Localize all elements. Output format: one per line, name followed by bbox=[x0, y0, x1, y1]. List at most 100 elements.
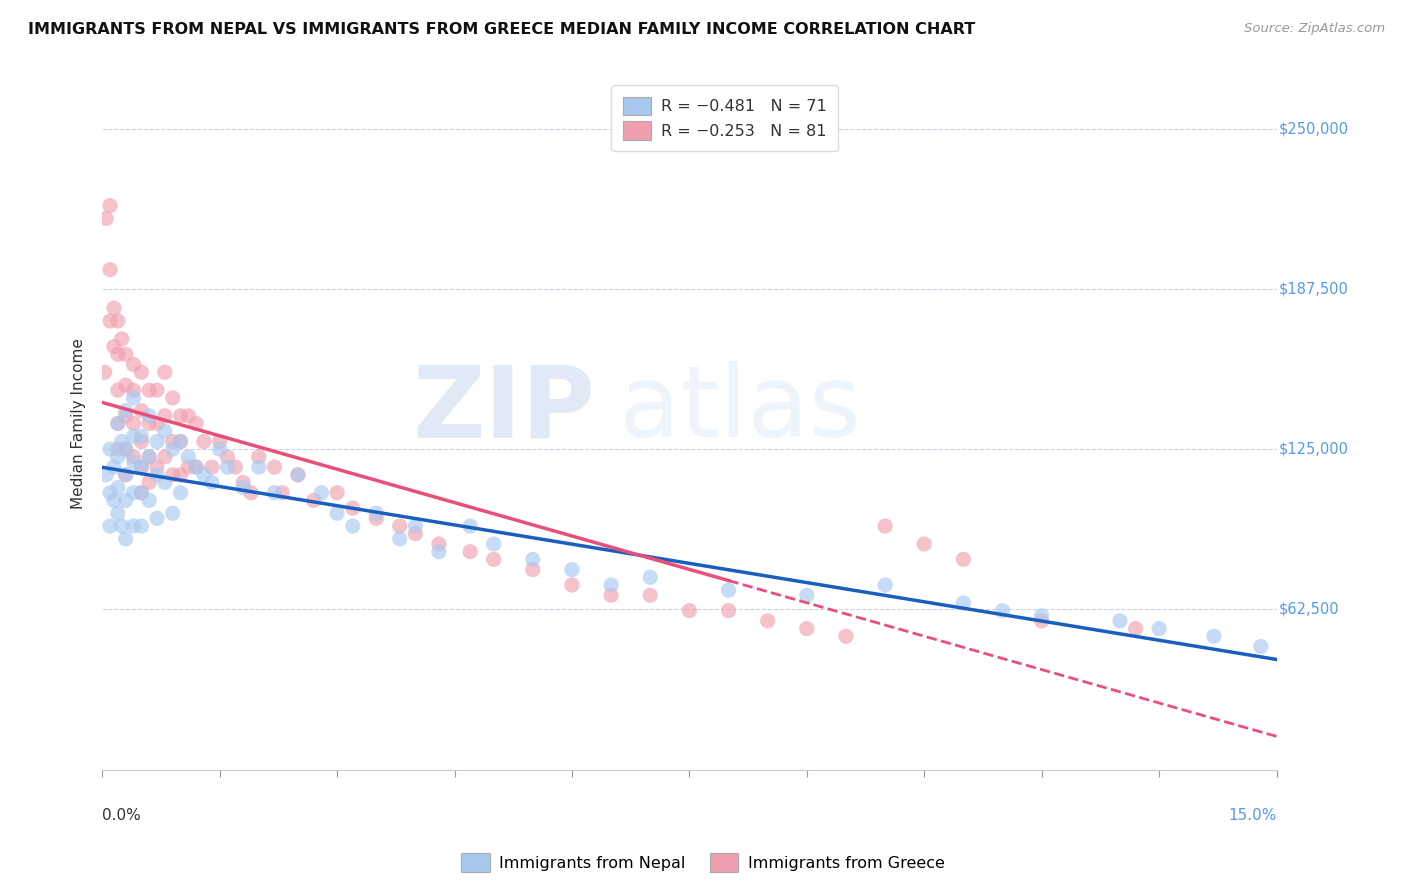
Point bbox=[232, 481, 254, 495]
Text: $187,500: $187,500 bbox=[1279, 282, 1348, 296]
Text: 15.0%: 15.0% bbox=[1227, 808, 1277, 823]
Point bbox=[153, 409, 176, 423]
Point bbox=[131, 365, 153, 379]
Legend: R = −0.481   N = 71, R = −0.253   N = 81: R = −0.481 N = 71, R = −0.253 N = 81 bbox=[612, 86, 838, 151]
Point bbox=[224, 460, 246, 475]
Point bbox=[107, 314, 129, 328]
Point bbox=[122, 485, 145, 500]
Text: atlas: atlas bbox=[619, 361, 860, 458]
Point bbox=[162, 442, 184, 457]
Point bbox=[232, 475, 254, 490]
Point bbox=[404, 519, 426, 533]
Point bbox=[146, 383, 169, 397]
Point bbox=[146, 460, 169, 475]
Point bbox=[138, 383, 160, 397]
Point bbox=[991, 604, 1014, 618]
Point bbox=[482, 537, 505, 551]
Point bbox=[912, 537, 935, 551]
Point bbox=[177, 450, 200, 464]
Point bbox=[311, 485, 333, 500]
Y-axis label: Median Family Income: Median Family Income bbox=[72, 338, 86, 509]
Point bbox=[111, 434, 134, 449]
Point bbox=[122, 455, 145, 469]
Point bbox=[153, 450, 176, 464]
Point bbox=[131, 460, 153, 475]
Point bbox=[458, 544, 481, 558]
Point bbox=[162, 434, 184, 449]
Point bbox=[796, 622, 818, 636]
Point bbox=[138, 409, 160, 423]
Point bbox=[638, 588, 661, 602]
Point bbox=[287, 467, 309, 482]
Point bbox=[94, 211, 117, 226]
Point bbox=[302, 493, 325, 508]
Point bbox=[98, 519, 121, 533]
Point bbox=[1109, 614, 1132, 628]
Point bbox=[114, 532, 136, 546]
Point bbox=[131, 403, 153, 417]
Legend: Immigrants from Nepal, Immigrants from Greece: Immigrants from Nepal, Immigrants from G… bbox=[453, 845, 953, 880]
Point bbox=[247, 450, 270, 464]
Point bbox=[122, 417, 145, 431]
Point bbox=[114, 403, 136, 417]
Point bbox=[114, 442, 136, 457]
Point bbox=[114, 493, 136, 508]
Point bbox=[522, 552, 544, 566]
Point bbox=[287, 467, 309, 482]
Point bbox=[561, 563, 583, 577]
Point bbox=[193, 467, 215, 482]
Point bbox=[122, 429, 145, 443]
Point bbox=[678, 604, 700, 618]
Point bbox=[756, 614, 779, 628]
Point bbox=[427, 544, 450, 558]
Point bbox=[247, 460, 270, 475]
Point bbox=[131, 460, 153, 475]
Point bbox=[93, 365, 115, 379]
Point bbox=[458, 519, 481, 533]
Point bbox=[122, 450, 145, 464]
Point bbox=[952, 596, 974, 610]
Point bbox=[138, 417, 160, 431]
Point bbox=[98, 314, 121, 328]
Point bbox=[388, 519, 411, 533]
Point bbox=[98, 262, 121, 277]
Text: 0.0%: 0.0% bbox=[103, 808, 141, 823]
Point bbox=[114, 467, 136, 482]
Point bbox=[875, 578, 897, 592]
Point bbox=[186, 417, 208, 431]
Point bbox=[107, 450, 129, 464]
Point bbox=[107, 417, 129, 431]
Point bbox=[138, 450, 160, 464]
Point bbox=[875, 519, 897, 533]
Point bbox=[326, 485, 349, 500]
Point bbox=[342, 519, 364, 533]
Point bbox=[388, 532, 411, 546]
Text: Source: ZipAtlas.com: Source: ZipAtlas.com bbox=[1244, 22, 1385, 36]
Point bbox=[169, 485, 191, 500]
Point bbox=[107, 347, 129, 361]
Point bbox=[169, 434, 191, 449]
Point bbox=[98, 199, 121, 213]
Point bbox=[1250, 640, 1272, 654]
Point bbox=[131, 485, 153, 500]
Point bbox=[153, 365, 176, 379]
Point bbox=[169, 467, 191, 482]
Point bbox=[1031, 614, 1053, 628]
Point bbox=[271, 485, 294, 500]
Point bbox=[263, 460, 285, 475]
Point bbox=[146, 511, 169, 525]
Point bbox=[146, 467, 169, 482]
Point bbox=[114, 467, 136, 482]
Point bbox=[638, 570, 661, 584]
Point bbox=[162, 391, 184, 405]
Point bbox=[138, 475, 160, 490]
Point bbox=[107, 442, 129, 457]
Point bbox=[427, 537, 450, 551]
Point bbox=[600, 578, 623, 592]
Point bbox=[1202, 629, 1225, 643]
Point bbox=[122, 519, 145, 533]
Point bbox=[169, 434, 191, 449]
Point bbox=[153, 475, 176, 490]
Text: $250,000: $250,000 bbox=[1279, 121, 1348, 136]
Point bbox=[366, 511, 388, 525]
